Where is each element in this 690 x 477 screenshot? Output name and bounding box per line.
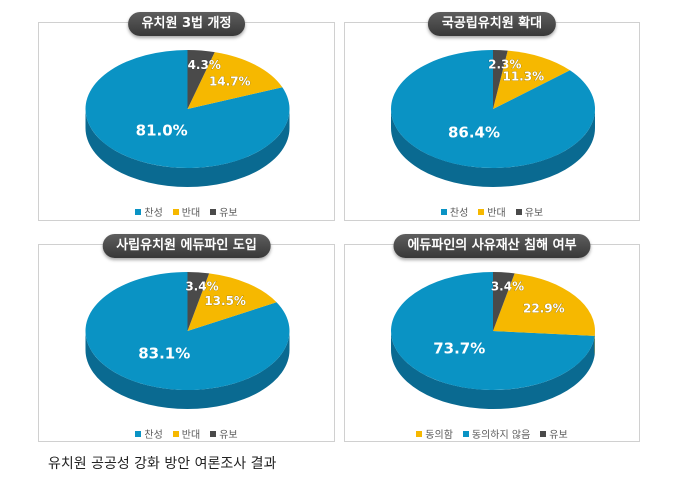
legend-label: 유보 — [524, 208, 544, 219]
chart-legend: 찬성 반대 유보 — [39, 426, 334, 441]
legend-label: 찬성 — [144, 430, 163, 441]
legend-label: 유보 — [219, 430, 238, 441]
pie-chart: 83.1% 13.5%3.4% — [85, 272, 290, 409]
data-label: 73.7% — [433, 339, 485, 357]
pie-panel-4: 에듀파인의 사유재산 침해 여부 73.7% 22.9% 3.4% 동의함 동의하지 … — [344, 234, 640, 442]
chart-title: 국공립유치원 확대 — [427, 12, 557, 36]
pie-slice-3 — [187, 272, 210, 331]
legend-label: 반대 — [181, 430, 201, 441]
legend-label: 반대 — [487, 208, 506, 219]
legend-label: 찬성 — [449, 208, 469, 219]
legend-label: 유보 — [219, 208, 238, 219]
pie-panel-3: 사립유치원 에듀파인 도입 83.1% 13.5% 3.4% 찬성 반대 유보 — [38, 234, 335, 442]
legend-swatch — [462, 430, 469, 437]
legend-swatch — [540, 430, 547, 437]
pie-slice-2 — [187, 273, 277, 331]
chart-legend: 찬성 반대 유보 — [345, 204, 639, 219]
legend-swatch — [440, 208, 447, 215]
legend-item: 반대 — [478, 204, 506, 219]
pie-chart: 86.4% 11.3%2.3% — [391, 50, 595, 187]
legend-label: 동의하지 않음 — [471, 430, 531, 441]
legend-label: 동의함 — [425, 430, 453, 441]
pie-panel-1: 유치원 3법 개정 81.0% 14.7% 4.3% 찬성 반대 유보 — [38, 12, 335, 221]
pie-slice-2 — [493, 50, 570, 109]
legend-swatch — [416, 430, 423, 437]
pie-slice-2 — [187, 52, 283, 109]
legend-item: 유보 — [515, 204, 544, 219]
legend-item: 동의함 — [416, 426, 453, 441]
legend-item: 동의하지 않음 — [462, 426, 531, 441]
legend-item: 반대 — [172, 204, 201, 219]
pie-side — [85, 109, 290, 188]
legend-item: 찬성 — [440, 204, 469, 219]
pie-side — [391, 331, 595, 410]
pie-slice-3 — [493, 50, 508, 109]
pie-side — [85, 331, 290, 409]
pie-chart: 81.0% 14.7% 4.3% — [85, 50, 290, 188]
figure-caption: 유치원 공공성 강화 방안 여론조사 결과 — [48, 456, 277, 472]
legend-item: 유보 — [210, 204, 238, 219]
legend-item: 반대 — [172, 426, 201, 441]
legend-swatch — [172, 208, 179, 215]
data-label: 11.3% — [502, 69, 544, 83]
pie-chart: 73.7% 22.9% 3.4% — [391, 272, 595, 410]
data-label: 83.1% — [138, 344, 190, 362]
pie-slice-2 — [493, 273, 595, 336]
chart-legend: 찬성 반대 유보 — [39, 204, 334, 219]
pie-slice-3 — [187, 50, 215, 109]
data-label: 86.4% — [448, 124, 500, 142]
data-label: 4.3% — [188, 58, 221, 72]
legend-item: 유보 — [210, 426, 238, 441]
legend-item: 찬성 — [135, 426, 163, 441]
pie-panel-2: 국공립유치원 확대 86.4% 11.3% 2.3% 찬성 반대 유보 — [344, 12, 640, 221]
legend-label: 찬성 — [144, 208, 163, 219]
data-label: 13.5% — [204, 294, 246, 308]
chart-title: 유치원 3법 개정 — [127, 12, 246, 36]
pie-slice-1 — [391, 272, 595, 390]
chart-title: 에듀파인의 사유재산 침해 여부 — [393, 234, 591, 258]
legend-swatch — [135, 430, 142, 437]
data-label: 2.3% — [488, 58, 521, 72]
legend-swatch — [210, 430, 217, 437]
chart-title: 사립유치원 에듀파인 도입 — [102, 234, 271, 258]
legend-label: 유보 — [549, 430, 568, 441]
legend-swatch — [478, 208, 485, 215]
chart-legend: 동의함 동의하지 않음 유보 — [345, 426, 639, 441]
pie-side — [391, 109, 595, 187]
legend-swatch — [172, 430, 179, 437]
data-label: 3.4% — [491, 280, 524, 294]
data-label: 3.4% — [185, 280, 218, 294]
legend-label: 반대 — [181, 208, 201, 219]
legend-swatch — [515, 208, 522, 215]
legend-item: 유보 — [540, 426, 568, 441]
data-label: 81.0% — [136, 121, 188, 139]
legend-swatch — [135, 208, 142, 215]
data-label: 14.7% — [209, 74, 251, 88]
data-label: 22.9% — [523, 302, 565, 316]
legend-swatch — [210, 208, 217, 215]
pie-slice-3 — [493, 272, 515, 331]
legend-item: 찬성 — [135, 204, 163, 219]
